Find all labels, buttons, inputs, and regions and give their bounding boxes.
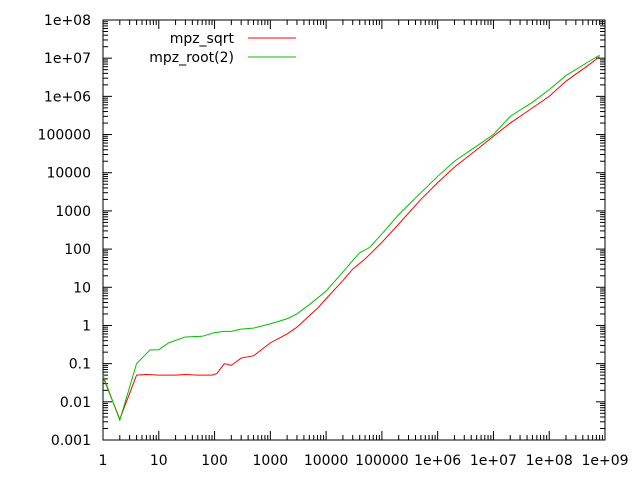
x-tick-label: 100000: [355, 453, 408, 469]
series-layer: [102, 54, 600, 422]
legend: mpz_sqrt mpz_root(2): [149, 31, 296, 66]
series-line-mpz-sqrt: [102, 56, 600, 421]
x-tick-label: 100: [201, 453, 228, 469]
y-tick-label: 0.01: [60, 395, 91, 411]
x-tick-label: 1e+08: [526, 453, 573, 469]
y-tick-label: 1e+07: [44, 51, 91, 67]
x-tick-label: 1000: [253, 453, 289, 469]
series-line-mpz-root-2: [102, 54, 600, 422]
y-tick-label: 100: [64, 242, 91, 258]
x-tick-label: 1: [99, 453, 108, 469]
legend-label: mpz_sqrt: [170, 31, 235, 47]
y-tick-label: 0.001: [51, 433, 91, 449]
plot-frame: [102, 19, 606, 441]
x-tick-label: 1e+06: [414, 453, 461, 469]
y-tick-label: 0.1: [69, 357, 91, 373]
y-tick-label: 1e+06: [44, 89, 91, 105]
y-tick-label: 1: [82, 318, 91, 334]
x-tick-label: 10000: [304, 453, 349, 469]
legend-label: mpz_root(2): [149, 50, 234, 66]
x-tick-label: 10: [150, 453, 168, 469]
y-tick-label: 100000: [38, 128, 91, 144]
y-tick-label: 10: [73, 280, 91, 296]
y-tick-label: 1e+08: [44, 13, 91, 29]
x-tick-label: 1e+07: [470, 453, 517, 469]
axis-ticks: 1 10 100 1000 10000 100000 1e+06 1e+07 1e+08 1e+0…: [38, 13, 629, 469]
y-tick-label: 1000: [55, 204, 91, 220]
y-tick-label: 10000: [46, 166, 91, 182]
x-tick-label: 1e+09: [581, 453, 628, 469]
